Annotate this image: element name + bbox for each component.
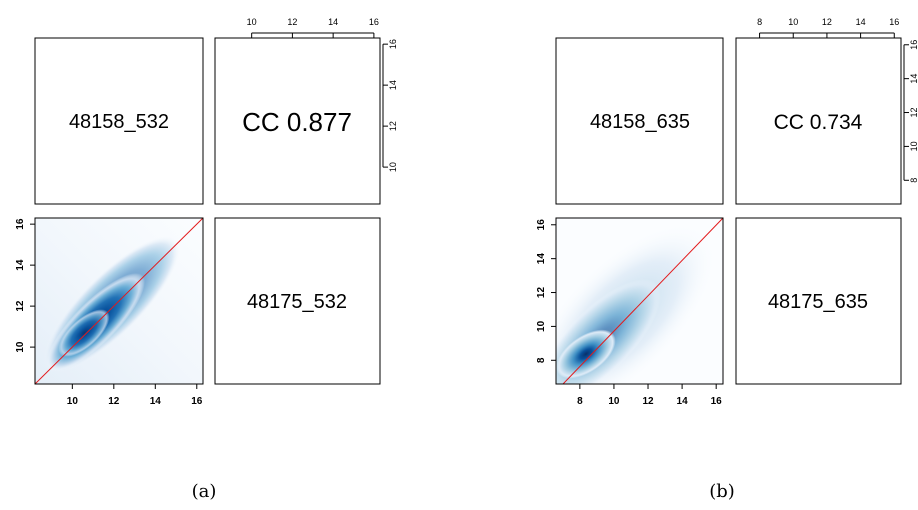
variable-label-a1: 48158_532: [69, 111, 169, 133]
variable-label-b1: 48158_635: [590, 111, 690, 133]
diag-box-b1: [555, 37, 724, 205]
right-tick-label: 14: [388, 80, 398, 90]
right-tick-label: 12: [388, 121, 398, 131]
top-tick-label: 10: [247, 17, 257, 27]
cc-box-b: [735, 37, 902, 205]
correlation-label-b: CC 0.734: [774, 111, 863, 134]
diag-box-a1: [34, 37, 204, 205]
right-tick-label: 10: [388, 162, 398, 172]
variable-label-a2: 48175_532: [247, 291, 347, 313]
top-tick-label: 16: [889, 17, 899, 27]
top-tick-label: 12: [287, 17, 297, 27]
right-tick-label: 16: [909, 40, 918, 50]
variable-label-b2: 48175_635: [768, 291, 868, 313]
top-tick-label: 8: [757, 17, 762, 27]
y-tick-label: 16: [536, 219, 547, 231]
y-tick-label: 14: [536, 253, 547, 265]
top-tick-label: 12: [822, 17, 832, 27]
axes-b: 8 10 12 14 16 8 10 12 14 16 8 10 12 14 16 8 10 12 14 16: [536, 17, 918, 407]
x-tick-label: 10: [67, 396, 79, 407]
right-tick-label: 10: [909, 141, 918, 151]
caption-b: (b): [709, 481, 735, 502]
x-tick-label: 12: [642, 396, 654, 407]
diag-box-a2: [214, 217, 381, 385]
top-tick-label: 14: [328, 17, 338, 27]
right-tick-label: 12: [909, 108, 918, 118]
panel-b: 48158_635 CC 0.734 48175_635 8 10 12 14 16 8 1…: [536, 17, 918, 407]
reference-line-a: [34, 217, 204, 385]
x-tick-label: 14: [150, 396, 162, 407]
right-tick-label: 8: [909, 178, 918, 183]
top-tick-label: 10: [788, 17, 798, 27]
y-tick-label: 10: [15, 341, 26, 353]
cc-box-a: [214, 37, 381, 205]
y-tick-label: 16: [15, 218, 26, 230]
y-tick-label: 8: [536, 357, 547, 363]
top-tick-label: 14: [856, 17, 866, 27]
x-tick-label: 16: [191, 396, 203, 407]
y-tick-label: 12: [536, 287, 547, 299]
top-tick-label: 16: [369, 17, 379, 27]
diag-box-b2: [735, 217, 902, 385]
correlation-label-a: CC 0.877: [242, 107, 352, 137]
axes-a: 10 12 14 16 10 12 14 16 10 12 14 16 10 12 14 16: [15, 17, 398, 407]
x-tick-label: 12: [108, 396, 120, 407]
x-tick-label: 16: [711, 396, 723, 407]
y-tick-label: 10: [536, 320, 547, 332]
caption-a: (a): [192, 481, 217, 502]
x-tick-label: 14: [677, 396, 689, 407]
y-tick-label: 12: [15, 300, 26, 312]
right-tick-label: 14: [909, 74, 918, 84]
x-tick-label: 8: [577, 396, 583, 407]
y-tick-label: 14: [15, 259, 26, 271]
right-tick-label: 16: [388, 39, 398, 49]
density-plot-b: [556, 218, 723, 384]
x-tick-label: 10: [608, 396, 620, 407]
reference-line-b: [562, 217, 724, 385]
panel-a: 48158_532 CC 0.877 48175_532 10 12 14 16101…: [15, 17, 398, 407]
